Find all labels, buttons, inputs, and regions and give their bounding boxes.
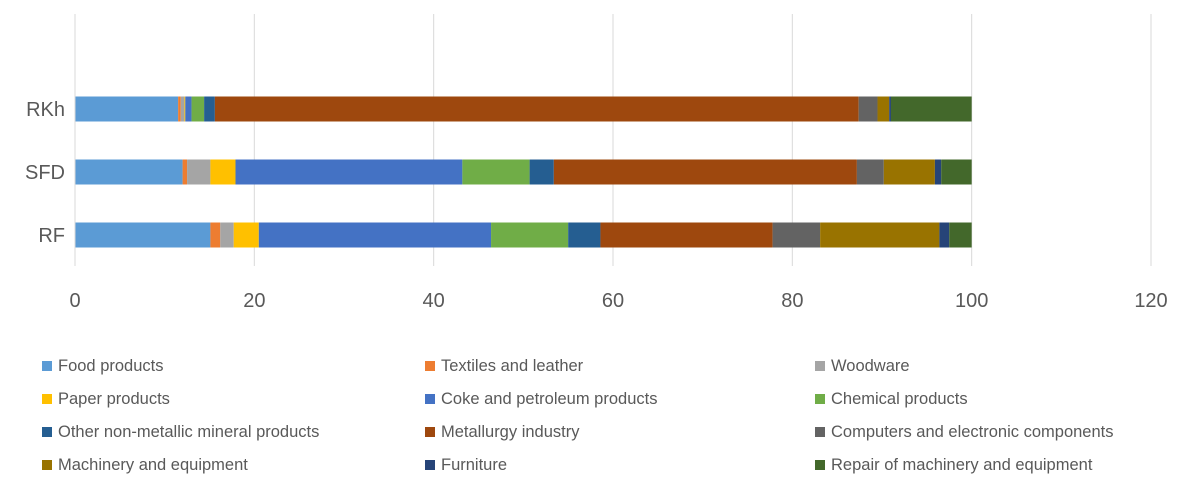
bar-segment bbox=[941, 159, 972, 185]
bar-segment bbox=[491, 222, 569, 248]
bar-segment bbox=[553, 159, 857, 185]
legend-label: Other non-metallic mineral products bbox=[58, 422, 320, 441]
legend-swatch bbox=[42, 394, 52, 404]
legend-label: Furniture bbox=[441, 455, 508, 474]
bar-segment bbox=[210, 159, 236, 185]
bar-segment bbox=[75, 96, 179, 122]
bar-segment bbox=[934, 159, 942, 185]
bar-segment bbox=[182, 159, 188, 185]
bar-segment bbox=[883, 159, 935, 185]
bar-segment bbox=[233, 222, 259, 248]
legend-item: Coke and petroleum products bbox=[425, 388, 815, 410]
bar-segment bbox=[184, 96, 186, 122]
bar-segment bbox=[939, 222, 950, 248]
x-tick-label: 120 bbox=[1134, 290, 1167, 312]
bar-segment bbox=[187, 159, 211, 185]
bar-segment bbox=[220, 222, 234, 248]
legend-swatch bbox=[42, 460, 52, 470]
bar-segment bbox=[889, 96, 891, 122]
x-tick-label: 60 bbox=[602, 290, 624, 312]
legend-swatch bbox=[425, 361, 435, 371]
x-tick-label: 20 bbox=[243, 290, 265, 312]
legend-label: Food products bbox=[58, 356, 164, 375]
legend-item: Computers and electronic components bbox=[815, 421, 1172, 443]
legend-swatch bbox=[425, 460, 435, 470]
legend-item: Repair of machinery and equipment bbox=[815, 454, 1172, 476]
bar-segment bbox=[462, 159, 530, 185]
x-tick-label: 80 bbox=[781, 290, 803, 312]
legend-label: Chemical products bbox=[831, 389, 968, 408]
legend-label: Computers and electronic components bbox=[831, 422, 1114, 441]
legend: Food products Textiles and leather Woodwar… bbox=[42, 355, 1172, 476]
bar-segment bbox=[180, 96, 185, 122]
bar-segment bbox=[772, 222, 821, 248]
legend-swatch bbox=[815, 460, 825, 470]
category-label: RKh bbox=[26, 99, 65, 121]
bar-segment bbox=[600, 222, 773, 248]
legend-item: Paper products bbox=[42, 388, 425, 410]
category-label: SFD bbox=[25, 162, 65, 184]
bar-segment bbox=[204, 96, 215, 122]
bar-segment bbox=[890, 96, 972, 122]
x-tick-label: 0 bbox=[69, 290, 80, 312]
legend-label: Woodware bbox=[831, 356, 910, 375]
bar-segment bbox=[856, 159, 884, 185]
legend-label: Textiles and leather bbox=[441, 356, 584, 375]
bar-segment bbox=[529, 159, 554, 185]
bar-segment bbox=[214, 96, 859, 122]
x-tick-label: 100 bbox=[955, 290, 988, 312]
bar-segment bbox=[185, 96, 192, 122]
legend-label: Machinery and equipment bbox=[58, 455, 248, 474]
legend-label: Metallurgy industry bbox=[441, 422, 580, 441]
legend-swatch bbox=[425, 427, 435, 437]
bar-segment bbox=[75, 222, 211, 248]
legend-swatch bbox=[815, 427, 825, 437]
bar-segment bbox=[235, 159, 463, 185]
legend-label: Paper products bbox=[58, 389, 170, 408]
bar-segment bbox=[210, 222, 221, 248]
x-tick-label: 40 bbox=[423, 290, 445, 312]
legend-item: Food products bbox=[42, 355, 425, 377]
legend-item: Furniture bbox=[425, 454, 815, 476]
chart-plot: 0 20 40 60 80 100 120 RKh SFD RF bbox=[25, 14, 1168, 312]
bar-segment bbox=[568, 222, 601, 248]
legend-label: Repair of machinery and equipment bbox=[831, 455, 1093, 474]
category-label: RF bbox=[38, 225, 65, 247]
legend-swatch bbox=[425, 394, 435, 404]
legend-item: Machinery and equipment bbox=[42, 454, 425, 476]
bar-segment bbox=[258, 222, 492, 248]
bar-segment bbox=[949, 222, 972, 248]
bar-segment bbox=[191, 96, 205, 122]
bar-segment bbox=[877, 96, 890, 122]
legend-item: Textiles and leather bbox=[425, 355, 815, 377]
bar-segment bbox=[178, 96, 181, 122]
legend-label: Coke and petroleum products bbox=[441, 389, 658, 408]
bar-segment bbox=[75, 159, 183, 185]
legend-swatch bbox=[815, 394, 825, 404]
legend-swatch bbox=[815, 361, 825, 371]
bar-segment bbox=[820, 222, 940, 248]
bar-segment bbox=[858, 96, 878, 122]
legend-item: Woodware bbox=[815, 355, 1172, 377]
legend-item: Other non-metallic mineral products bbox=[42, 421, 425, 443]
legend-item: Chemical products bbox=[815, 388, 1172, 410]
legend-item: Metallurgy industry bbox=[425, 421, 815, 443]
legend-swatch bbox=[42, 427, 52, 437]
legend-swatch bbox=[42, 361, 52, 371]
